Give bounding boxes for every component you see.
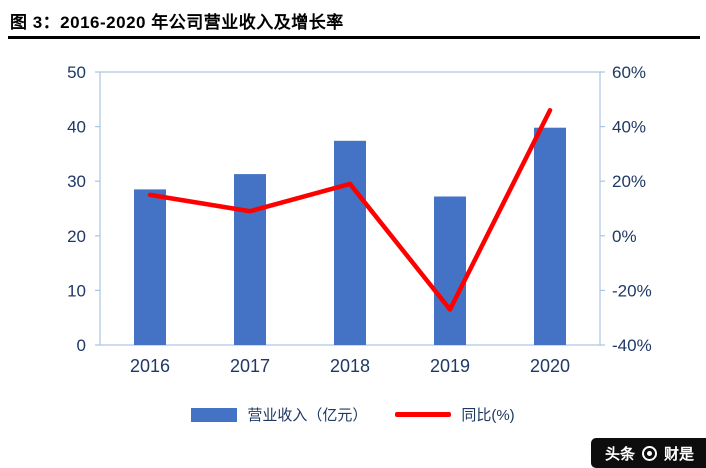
bar-2020 xyxy=(534,127,566,345)
revenue-bar-swatch xyxy=(191,407,238,422)
left-axis-label: 40 xyxy=(67,118,86,137)
left-axis-label: 30 xyxy=(67,172,86,191)
x-axis-label-2019: 2019 xyxy=(430,356,470,376)
right-axis-label: -40% xyxy=(612,336,652,355)
chart-title: 图 3：2016-2020 年公司营业收入及增长率 xyxy=(10,13,344,32)
watermark-logo-icon xyxy=(641,445,657,461)
x-axis-label-2018: 2018 xyxy=(330,356,370,376)
title-underline xyxy=(8,36,700,39)
watermark-badge: 头条 财是 xyxy=(590,438,706,468)
watermark-text-left: 头条 xyxy=(604,445,635,463)
legend-item-yoy: 同比(%) xyxy=(395,404,515,425)
left-axis-label: 0 xyxy=(77,336,86,355)
watermark-text-right: 财是 xyxy=(663,445,694,463)
bar-2018 xyxy=(334,140,366,345)
revenue-growth-chart: 0 10 20 30 40 50 -40% -20% 0% 20% 40% 60% 2016 2017 20… xyxy=(67,63,652,376)
right-axis-label: -20% xyxy=(612,281,652,300)
left-axis-label: 10 xyxy=(67,281,86,300)
bar-2016 xyxy=(134,189,166,345)
bar-2019 xyxy=(434,196,466,345)
x-axis-label-2017: 2017 xyxy=(230,356,270,376)
bar-2017 xyxy=(234,174,266,345)
right-axis-label: 60% xyxy=(612,63,646,82)
yoy-legend-label: 同比(%) xyxy=(461,407,515,424)
x-axis-label-2020: 2020 xyxy=(530,356,570,376)
right-axis-label: 20% xyxy=(612,172,646,191)
revenue-legend-label: 营业收入（亿元） xyxy=(247,407,368,424)
yoy-line-swatch xyxy=(395,412,452,417)
right-axis-label: 40% xyxy=(612,118,646,137)
left-axis-label: 50 xyxy=(67,63,86,82)
left-axis-label: 20 xyxy=(67,227,86,246)
chart-legend: 营业收入（亿元） 同比(%) xyxy=(0,404,706,425)
yoy-growth-line xyxy=(147,107,553,312)
x-axis-label-2016: 2016 xyxy=(130,356,170,376)
right-axis-label: 0% xyxy=(612,227,637,246)
legend-item-revenue: 营业收入（亿元） xyxy=(191,404,367,425)
